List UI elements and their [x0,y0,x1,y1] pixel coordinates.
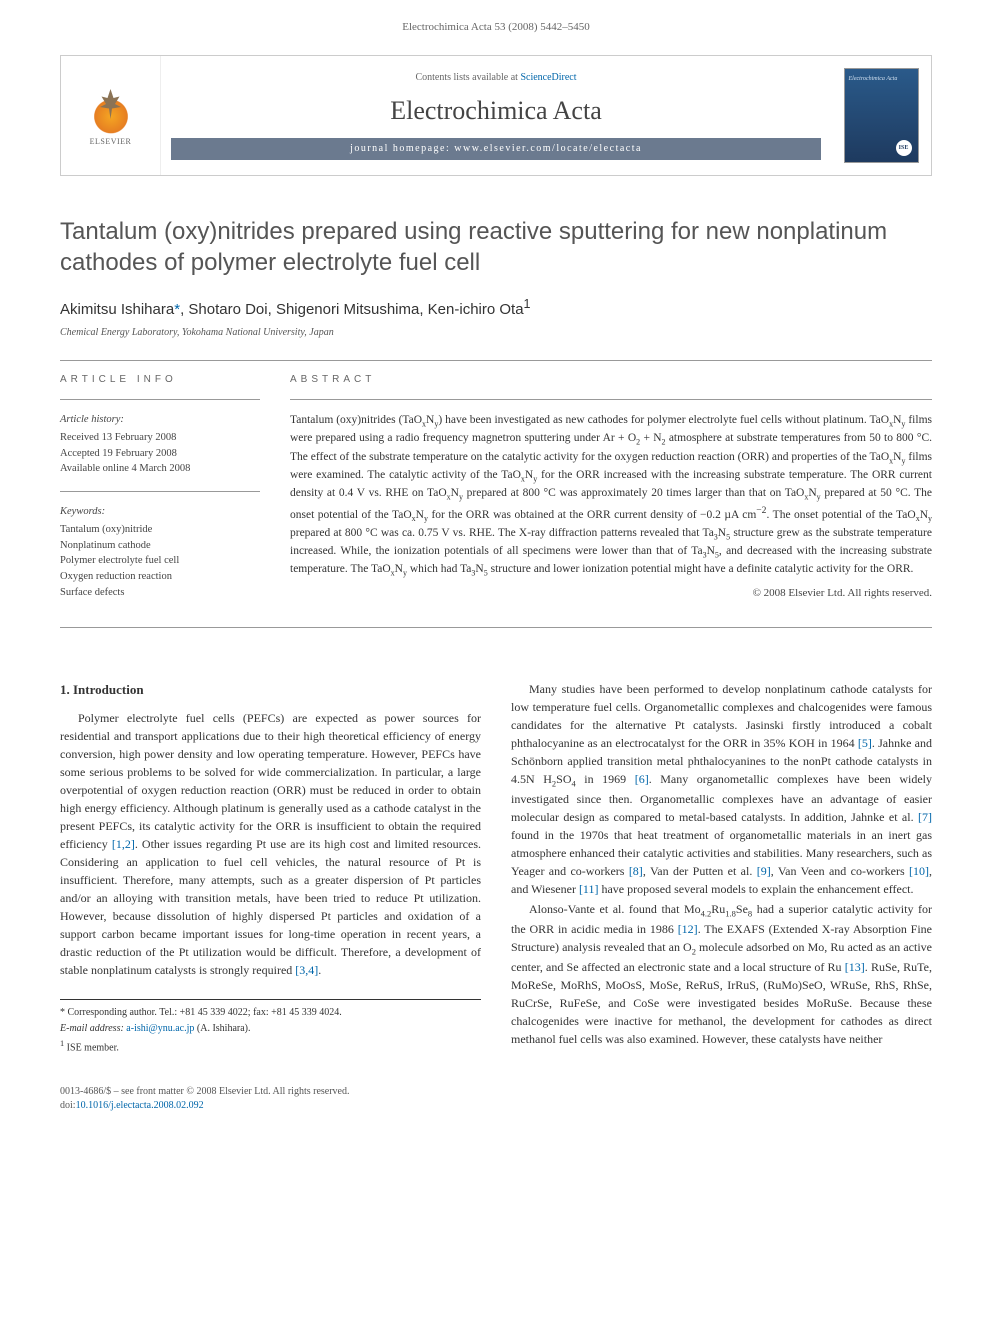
journal-name: Electrochimica Acta [171,93,821,129]
abstract-text: Tantalum (oxy)nitrides (TaOxNy) have bee… [290,412,932,580]
info-divider [60,399,260,400]
contents-prefix: Contents lists available at [415,72,520,83]
keyword-item: Oxygen reduction reaction [60,571,172,582]
homepage-link[interactable]: www.elsevier.com/locate/electacta [454,143,642,154]
body-columns: 1. Introduction Polymer electrolyte fuel… [0,660,992,1078]
keyword-item: Tantalum (oxy)nitride [60,524,152,535]
email-suffix: (A. Ishihara). [197,1023,251,1034]
body-column-right: Many studies have been performed to deve… [511,680,932,1058]
doi-line: doi:10.1016/j.electacta.2008.02.092 [60,1099,932,1113]
homepage-bar: journal homepage: www.elsevier.com/locat… [171,138,821,160]
journal-cover-icon: Electrochimica Acta ISE [844,68,919,163]
homepage-prefix: journal homepage: [350,143,454,154]
abstract-divider [290,399,932,400]
abstract-column: ABSTRACT Tantalum (oxy)nitrides (TaOxNy)… [290,373,932,615]
article-history-block: Article history: Received 13 February 20… [60,412,260,477]
citation-text: Electrochimica Acta 53 (2008) 5442–5450 [402,21,590,33]
body-paragraph: Polymer electrolyte fuel cells (PEFCs) a… [60,709,481,979]
divider-line [60,360,932,361]
banner-center: Contents lists available at ScienceDirec… [161,56,831,174]
copyright-line: © 2008 Elsevier Ltd. All rights reserved… [290,586,932,601]
elsevier-tree-icon [86,84,136,134]
history-received: Received 13 February 2008 [60,432,176,443]
journal-banner: ELSEVIER Contents lists available at Sci… [60,55,932,175]
info-abstract-row: ARTICLE INFO Article history: Received 1… [60,373,932,615]
history-online: Available online 4 March 2008 [60,463,190,474]
cover-title: Electrochimica Acta [849,75,914,83]
article-info-column: ARTICLE INFO Article history: Received 1… [60,373,260,615]
author-email-link[interactable]: a-ishi@ynu.ac.jp [126,1023,194,1034]
page-footer: 0013-4686/$ – see front matter © 2008 El… [0,1077,992,1143]
history-heading: Article history: [60,412,260,428]
keywords-heading: Keywords: [60,504,260,520]
doi-link[interactable]: 10.1016/j.electacta.2008.02.092 [76,1100,204,1111]
keyword-item: Polymer electrolyte fuel cell [60,555,179,566]
keywords-block: Keywords: Tantalum (oxy)nitride Nonplati… [60,504,260,601]
footnotes-block: * Corresponding author. Tel.: +81 45 339… [60,999,481,1055]
footnote-1-text: ISE member. [67,1042,119,1053]
ise-badge-icon: ISE [896,140,912,156]
article-header: Tantalum (oxy)nitrides prepared using re… [0,186,992,660]
abstract-label: ABSTRACT [290,373,932,387]
running-header: Electrochimica Acta 53 (2008) 5442–5450 [0,0,992,45]
journal-cover-box: Electrochimica Acta ISE [831,56,931,174]
article-title: Tantalum (oxy)nitrides prepared using re… [60,216,932,278]
body-column-left: 1. Introduction Polymer electrolyte fuel… [60,680,481,1058]
keyword-item: Nonplatinum cathode [60,540,151,551]
section-heading: 1. Introduction [60,680,481,700]
body-paragraph: Alonso-Vante et al. found that Mo4.2Ru1.… [511,900,932,1048]
elsevier-logo-icon: ELSEVIER [81,81,141,151]
corresponding-author-note: * Corresponding author. Tel.: +81 45 339… [60,1006,481,1020]
affiliation: Chemical Energy Laboratory, Yokohama Nat… [60,326,932,340]
email-line: E-mail address: a-ishi@ynu.ac.jp (A. Ish… [60,1022,481,1036]
email-label: E-mail address: [60,1023,124,1034]
issn-line: 0013-4686/$ – see front matter © 2008 El… [60,1085,932,1099]
article-info-label: ARTICLE INFO [60,373,260,387]
divider-bottom [60,627,932,628]
footnote-1: 1 ISE member. [60,1038,481,1055]
body-paragraph: Many studies have been performed to deve… [511,680,932,898]
keyword-item: Surface defects [60,587,124,598]
author-list: Akimitsu Ishihara*, Shotaro Doi, Shigeno… [60,296,932,320]
doi-prefix: doi: [60,1100,76,1111]
sciencedirect-link[interactable]: ScienceDirect [520,72,576,83]
info-divider-2 [60,491,260,492]
publisher-logo-box: ELSEVIER [61,56,161,174]
history-accepted: Accepted 19 February 2008 [60,448,177,459]
contents-available-line: Contents lists available at ScienceDirec… [171,71,821,85]
publisher-name: ELSEVIER [90,136,132,147]
